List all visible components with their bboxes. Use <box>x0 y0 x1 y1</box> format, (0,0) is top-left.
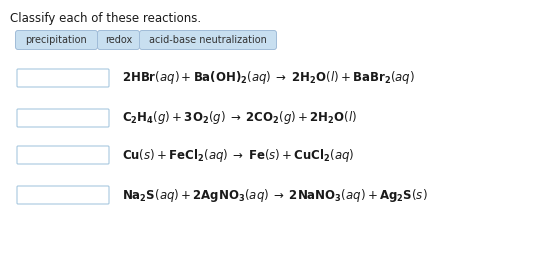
Text: Classify each of these reactions.: Classify each of these reactions. <box>10 12 201 25</box>
Text: $\mathbf{Cu}(\mathit{s})+\mathbf{FeCl_2}(\mathit{aq})\;\rightarrow\;\mathbf{Fe}(: $\mathbf{Cu}(\mathit{s})+\mathbf{FeCl_2}… <box>122 146 355 163</box>
Text: $\mathbf{Na_2S}(\mathit{aq})+\mathbf{2AgNO_3}(\mathit{aq})\;\rightarrow\;\mathbf: $\mathbf{Na_2S}(\mathit{aq})+\mathbf{2Ag… <box>122 187 428 204</box>
FancyBboxPatch shape <box>139 31 276 50</box>
FancyBboxPatch shape <box>98 31 139 50</box>
FancyBboxPatch shape <box>17 109 109 127</box>
FancyBboxPatch shape <box>16 31 98 50</box>
Text: redox: redox <box>105 35 132 45</box>
Text: $\mathbf{2HBr}(\mathit{aq})+\mathbf{Ba(OH)_2}(\mathit{aq})\;\rightarrow\;\mathbf: $\mathbf{2HBr}(\mathit{aq})+\mathbf{Ba(O… <box>122 69 415 86</box>
Text: $\mathbf{C_2H_4}(\mathit{g})+\mathbf{3O_2}(\mathit{g})\;\rightarrow\;\mathbf{2CO: $\mathbf{C_2H_4}(\mathit{g})+\mathbf{3O_… <box>122 110 357 127</box>
FancyBboxPatch shape <box>17 69 109 87</box>
Text: precipitation: precipitation <box>25 35 87 45</box>
FancyBboxPatch shape <box>17 186 109 204</box>
Text: acid-base neutralization: acid-base neutralization <box>149 35 267 45</box>
FancyBboxPatch shape <box>17 146 109 164</box>
